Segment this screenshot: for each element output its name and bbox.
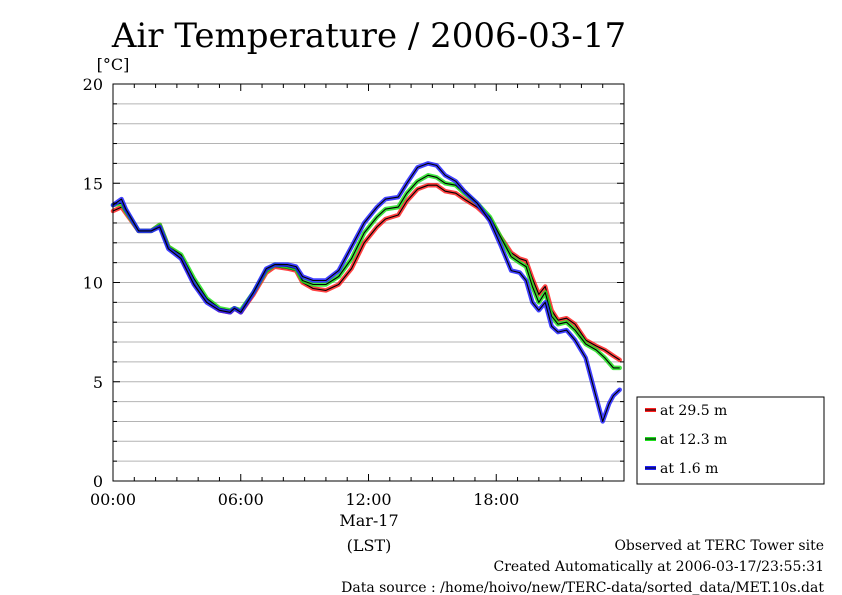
legend-label: at 29.5 m xyxy=(660,403,727,419)
y-unit-label: [°C] xyxy=(97,55,130,74)
note-source: Data source : /home/hoivo/new/TERC-data/… xyxy=(341,580,824,595)
x-tick-label: 12:00 xyxy=(345,490,391,509)
x-axis: 00:00 06:00 12:00 18:00 xyxy=(90,84,625,509)
legend-label: at 12.3 m xyxy=(660,432,727,448)
legend-label: at 1.6 m xyxy=(660,461,718,477)
y-tick-label: 20 xyxy=(83,75,103,94)
y-tick-label: 0 xyxy=(93,472,103,491)
series-core-at-12-3-m xyxy=(112,174,620,369)
y-tick-label: 10 xyxy=(83,274,103,293)
chart-title: Air Temperature / 2006-03-17 xyxy=(111,16,626,56)
x-date-label: Mar-17 xyxy=(339,511,398,530)
x-tick-label: 06:00 xyxy=(218,490,264,509)
x-zone-label: (LST) xyxy=(347,536,392,555)
series-core-at-1-6-m xyxy=(112,162,621,422)
grid-lines xyxy=(113,103,624,462)
y-tick-label: 5 xyxy=(93,373,103,392)
note-observed: Observed at TERC Tower site xyxy=(614,538,824,554)
x-tick-label: 18:00 xyxy=(473,490,519,509)
y-axis: 0 5 10 15 20 xyxy=(83,75,624,491)
series-layer xyxy=(110,161,622,424)
y-tick-label: 15 xyxy=(83,174,103,193)
legend: at 29.5 m at 12.3 m at 1.6 m xyxy=(636,396,825,485)
x-tick-label: 00:00 xyxy=(90,490,136,509)
legend-box xyxy=(636,396,825,485)
note-created: Created Automatically at 2006-03-17/23:5… xyxy=(493,559,824,575)
